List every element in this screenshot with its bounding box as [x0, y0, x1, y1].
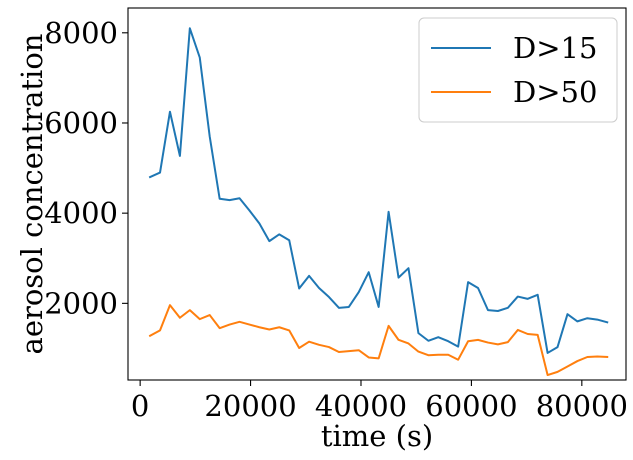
legend-label: D>15	[513, 31, 597, 65]
series-lines	[148, 27, 609, 377]
y-tick-label: 8000	[44, 16, 118, 50]
y-tick-label: 2000	[44, 286, 118, 320]
x-tick-label: 60000	[425, 389, 517, 423]
legend-label: D>50	[513, 75, 597, 109]
y-tick-label: 4000	[44, 196, 118, 230]
x-tick-label: 0	[131, 389, 149, 423]
y-axis-label: aerosol concentration	[15, 34, 49, 355]
series-line-d15	[148, 27, 609, 354]
legend: D>15 D>50	[418, 17, 618, 123]
x-axis-label: time (s)	[321, 419, 433, 453]
y-tick-label: 6000	[44, 106, 118, 140]
x-tick-label: 40000	[315, 389, 407, 423]
axes: 0 20000 40000 60000 80000 2000 4000 6000 8000	[44, 16, 628, 423]
series-line-d50	[148, 304, 609, 377]
x-tick-label: 80000	[536, 389, 628, 423]
legend-box	[418, 17, 618, 123]
x-tick-label: 20000	[204, 389, 296, 423]
